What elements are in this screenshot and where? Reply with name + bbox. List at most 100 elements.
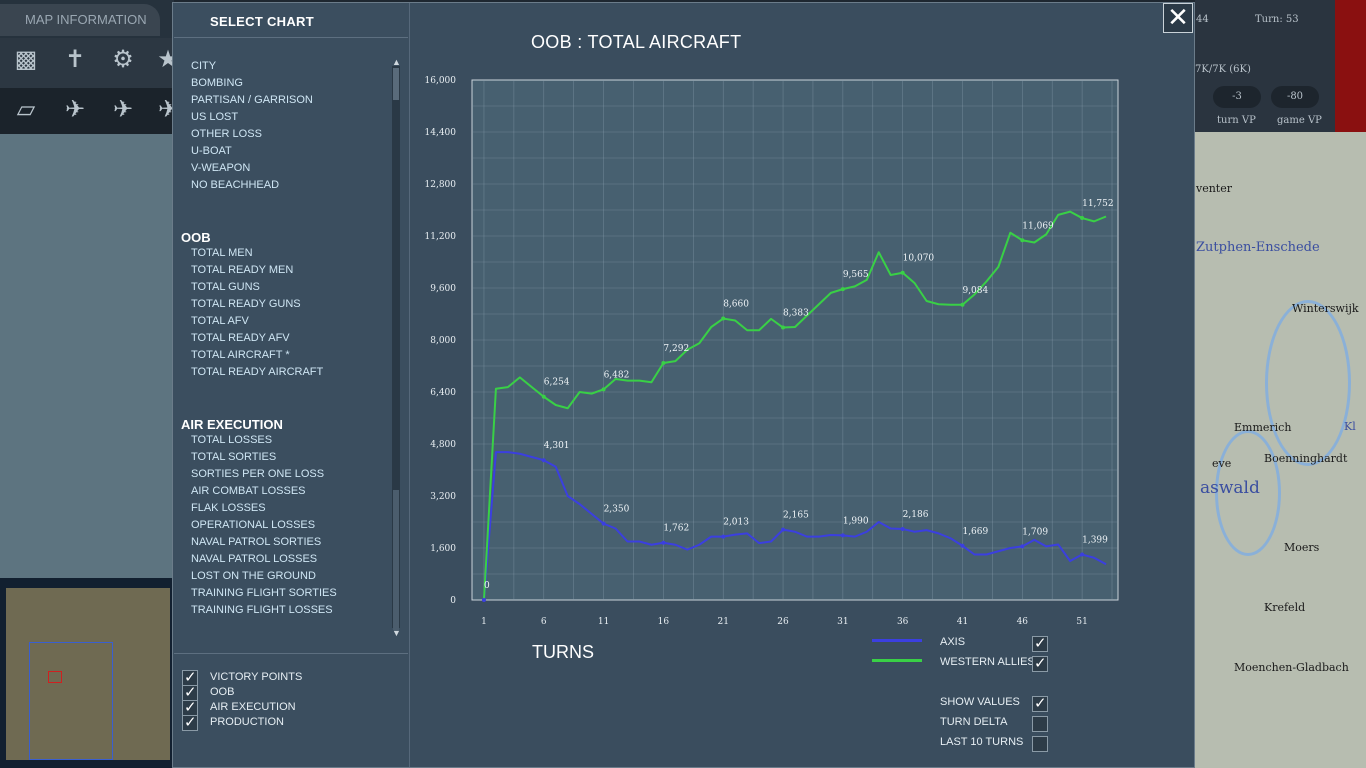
x-tick-label: 16	[658, 617, 670, 627]
data-point-marker	[481, 598, 486, 602]
option-last-10-turns-checkbox[interactable]	[1032, 736, 1048, 752]
close-icon: ✕	[1167, 2, 1189, 32]
data-point-marker	[661, 361, 666, 366]
game-vp-label: game VP	[1277, 115, 1322, 126]
data-point-marker	[960, 543, 965, 548]
chart-item-city[interactable]: CITY	[191, 60, 217, 72]
chart-item-naval-patrol-losses[interactable]: NAVAL PATROL LOSSES	[191, 553, 318, 565]
series-line-axis	[482, 451, 1107, 601]
scroll-down-arrow-icon[interactable]: ▼	[392, 628, 401, 638]
y-tick-label: 1,600	[430, 544, 456, 554]
f2-icon[interactable]: ✈	[64, 96, 86, 123]
data-point-marker	[601, 387, 606, 392]
option-show-values-checkbox[interactable]	[1032, 694, 1048, 712]
data-value-label: 8,660	[723, 300, 749, 310]
chart-item-total-ready-guns[interactable]: TOTAL READY GUNS	[191, 298, 301, 310]
filter-air-execution-checkbox[interactable]	[182, 698, 198, 716]
faction-flag[interactable]	[1335, 0, 1366, 132]
chart-item-other-loss[interactable]: OTHER LOSS	[191, 128, 262, 140]
tank-icon[interactable]: ▩	[14, 46, 38, 73]
chart-item-total-aircraft-selected[interactable]: TOTAL AIRCRAFT *	[191, 349, 290, 361]
data-value-label: 1,669	[962, 527, 988, 537]
chart-item-bombing[interactable]: BOMBING	[191, 77, 243, 89]
f1-icon[interactable]: ▱	[16, 96, 36, 123]
chart-item-air-combat-losses[interactable]: AIR COMBAT LOSSES	[191, 485, 306, 497]
gear-icon[interactable]: ⚙	[112, 46, 134, 73]
filter-victory-points-label: VICTORY POINTS	[210, 671, 303, 683]
map-label: Moers	[1284, 541, 1320, 554]
legend-axis-checkbox[interactable]	[1032, 634, 1048, 652]
map-area-left[interactable]	[0, 134, 174, 578]
x-tick-label: 26	[777, 617, 789, 627]
chart-item-sorties-per-one-loss[interactable]: SORTIES PER ONE LOSS	[191, 468, 325, 480]
chart-selector-panel	[173, 3, 410, 767]
f3-icon[interactable]: ✈	[112, 96, 134, 123]
y-tick-label: 8,000	[430, 336, 456, 346]
data-point-marker	[541, 458, 546, 463]
chart-item-training-flight-losses[interactable]: TRAINING FLIGHT LOSSES	[191, 604, 333, 616]
chart-item-total-guns[interactable]: TOTAL GUNS	[191, 281, 260, 293]
data-point-marker	[1020, 238, 1025, 243]
chart-item-total-ready-men[interactable]: TOTAL READY MEN	[191, 264, 294, 276]
chart-item-total-losses[interactable]: TOTAL LOSSES	[191, 434, 273, 446]
section-air-execution-header: AIR EXECUTION	[181, 417, 283, 432]
x-tick-label: 6	[541, 617, 547, 627]
data-value-label: 1,762	[663, 524, 689, 534]
map-label: Zutphen-Enschede	[1196, 240, 1320, 255]
chart-item-u-boat[interactable]: U-BOAT	[191, 145, 232, 157]
chart-item-total-ready-aircraft[interactable]: TOTAL READY AIRCRAFT	[191, 366, 324, 378]
line-chart: 01,6003,2004,8006,4008,0009,60011,20012,…	[425, 76, 1119, 627]
x-tick-label: 21	[717, 617, 728, 627]
data-value-label: 6,254	[544, 378, 570, 388]
map-label: Moenchen-Gladbach	[1234, 661, 1349, 674]
data-point-marker	[541, 394, 546, 399]
legend-western-allies-checkbox[interactable]	[1032, 654, 1048, 672]
chart-title: OOB : TOTAL AIRCRAFT	[531, 32, 742, 52]
map-label: venter	[1196, 182, 1232, 195]
filter-production-label: PRODUCTION	[210, 716, 284, 728]
sidebar-scrollbar-thumb[interactable]	[393, 68, 399, 100]
chart-item-us-lost[interactable]: US LOST	[191, 111, 239, 123]
chart-item-v-weapon[interactable]: V-WEAPON	[191, 162, 251, 174]
chart-item-naval-patrol-sorties[interactable]: NAVAL PATROL SORTIES	[191, 536, 322, 548]
minimap-viewport-frame[interactable]	[29, 642, 113, 760]
close-button[interactable]: ✕	[1163, 3, 1193, 33]
x-tick-label: 36	[897, 617, 909, 627]
chart-item-partisan-garrison[interactable]: PARTISAN / GARRISON	[191, 94, 313, 106]
data-point-marker	[840, 287, 845, 292]
chart-item-total-men[interactable]: TOTAL MEN	[191, 247, 253, 259]
map-label: Winterswijk	[1292, 302, 1359, 315]
legend-western-allies-label: WESTERN ALLIES	[940, 656, 1035, 668]
map-label: Krefeld	[1264, 601, 1306, 614]
filter-victory-points-checkbox[interactable]	[182, 668, 198, 686]
chart-item-lost-on-the-ground[interactable]: LOST ON THE GROUND	[191, 570, 316, 582]
game-toolbar-secondary: ▱ ✈ ✈ ✈	[0, 88, 178, 134]
data-value-label: 1,399	[1082, 536, 1108, 546]
chart-item-training-flight-sorties[interactable]: TRAINING FLIGHT SORTIES	[191, 587, 337, 599]
filter-oob-checkbox[interactable]	[182, 683, 198, 701]
turn-vp-label: turn VP	[1217, 115, 1256, 126]
data-value-label: 11,752	[1082, 199, 1114, 209]
chart-item-operational-losses[interactable]: OPERATIONAL LOSSES	[191, 519, 316, 531]
map-information-tab[interactable]: MAP INFORMATION	[0, 4, 160, 36]
chart-item-no-beachhead[interactable]: NO BEACHHEAD	[191, 179, 280, 191]
chart-item-flak-losses[interactable]: FLAK LOSSES	[191, 502, 266, 514]
filter-production-checkbox[interactable]	[182, 713, 198, 731]
infantry-icon[interactable]: ✝	[64, 46, 86, 73]
chart-item-total-ready-afv[interactable]: TOTAL READY AFV	[191, 332, 290, 344]
option-turn-delta-label: TURN DELTA	[940, 716, 1008, 728]
sidebar-scrollbar[interactable]	[392, 66, 400, 628]
x-tick-label: 46	[1017, 617, 1029, 627]
river	[1265, 300, 1351, 466]
data-point-marker	[960, 302, 965, 307]
y-tick-label: 12,800	[425, 180, 457, 190]
scroll-up-arrow-icon[interactable]: ▲	[392, 57, 401, 67]
x-tick-label: 41	[957, 617, 968, 627]
map-label: eve	[1212, 457, 1232, 470]
option-turn-delta-checkbox[interactable]	[1032, 716, 1048, 732]
chart-item-total-sorties[interactable]: TOTAL SORTIES	[191, 451, 277, 463]
x-tick-label: 1	[481, 617, 487, 627]
game-vp-value: -80	[1271, 86, 1319, 108]
data-value-label: 0	[484, 581, 490, 591]
chart-item-total-afv[interactable]: TOTAL AFV	[191, 315, 249, 327]
